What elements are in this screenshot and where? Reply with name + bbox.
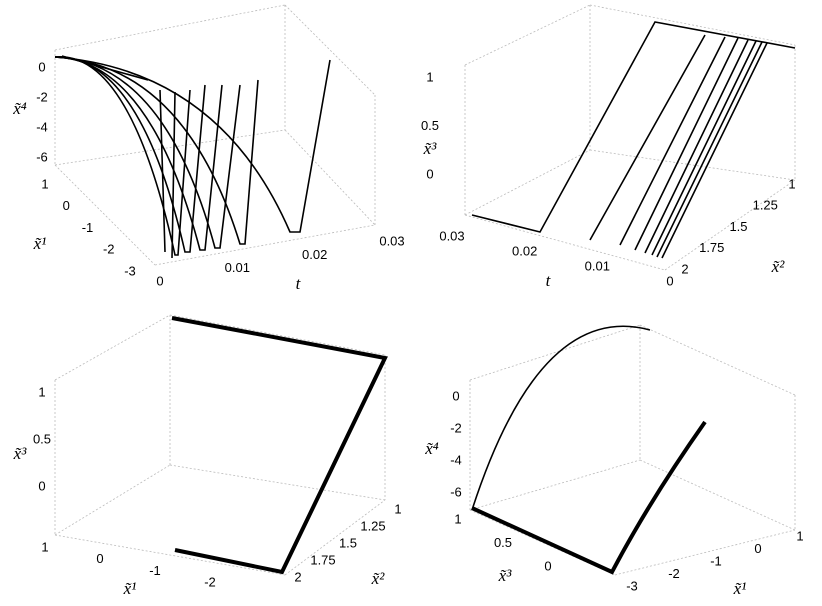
x-tick-label: 1 — [454, 511, 461, 526]
x-axis-label: t — [546, 271, 552, 290]
z-tick-label: 0.5 — [421, 118, 439, 133]
z-tick-label: 0.5 — [33, 431, 51, 446]
z-axis-label: x̃³ — [423, 139, 438, 158]
z-tick-label: -2 — [36, 89, 48, 104]
z-tick-label: -6 — [450, 484, 462, 499]
x-tick-label: 0.02 — [512, 243, 537, 258]
y-tick-label: 1.75 — [699, 240, 724, 255]
x-tick-label: 0.01 — [585, 258, 610, 273]
z-tick-label: 0 — [452, 388, 459, 403]
x-axis-label: x̃¹ — [123, 579, 137, 598]
x-tick-label: 1 — [41, 539, 48, 554]
z-tick-label: -6 — [36, 149, 48, 164]
z-tick-label: -4 — [450, 452, 462, 467]
z-axis-label: x̃⁴ — [424, 439, 439, 458]
z-tick-label: 0 — [38, 59, 45, 74]
z-axis-label: x̃⁴ — [12, 99, 27, 118]
y-tick-label: 0 — [754, 541, 761, 556]
x-tick-label: 0.5 — [494, 535, 512, 550]
x-tick-label: 0 — [156, 273, 163, 288]
y-tick-label: -1 — [82, 220, 94, 235]
y-tick-label: 1.75 — [310, 552, 335, 567]
x-tick-label: 0.03 — [379, 233, 404, 248]
x-tick-label: 0.01 — [225, 260, 250, 275]
z-tick-label: 0 — [426, 166, 433, 181]
y-tick-label: 1.25 — [753, 198, 778, 213]
x-tick-label: 0.02 — [302, 247, 327, 262]
y-tick-label: 2 — [294, 569, 301, 584]
y-tick-label: 1 — [41, 176, 48, 191]
x-tick-label: 0.03 — [439, 228, 464, 243]
y-tick-label: 0 — [63, 198, 70, 213]
z-tick-label: -2 — [450, 420, 462, 435]
x-tick-label: -2 — [204, 574, 216, 589]
z-tick-label: -4 — [36, 119, 48, 134]
z-tick-label: 1 — [426, 69, 433, 84]
y-tick-label: -3 — [124, 263, 136, 278]
y-tick-label: -3 — [626, 578, 638, 593]
x-tick-label: 0 — [96, 551, 103, 566]
x-axis-label: t — [296, 274, 302, 293]
y-tick-label: 1 — [788, 176, 795, 191]
x-tick-label: -1 — [149, 563, 161, 578]
curves — [54, 21, 796, 575]
z-axis-label: x̃³ — [13, 444, 28, 463]
y-tick-label: 1 — [394, 501, 401, 516]
y-axis-label: x̃² — [371, 569, 386, 588]
y-tick-label: 2 — [681, 261, 688, 276]
y-axis-label: x̃¹ — [33, 234, 47, 253]
x-tick-label: 0 — [666, 273, 673, 288]
z-tick-label: 1 — [38, 384, 45, 399]
y-tick-label: -1 — [710, 553, 722, 568]
y-tick-label: -2 — [103, 242, 115, 257]
x-tick-label: 0 — [544, 558, 551, 573]
y-tick-label: 1 — [796, 528, 803, 543]
y-tick-label: 1.25 — [360, 518, 385, 533]
y-tick-label: 1.5 — [339, 535, 357, 550]
grid — [54, 4, 796, 576]
y-tick-label: 1.5 — [729, 219, 747, 234]
z-tick-label: 0 — [38, 478, 45, 493]
y-axis-label: x̃² — [771, 257, 786, 276]
y-axis-label: x̃¹ — [733, 579, 747, 598]
x-axis-label: x̃³ — [498, 566, 513, 585]
y-tick-label: -2 — [668, 566, 680, 581]
